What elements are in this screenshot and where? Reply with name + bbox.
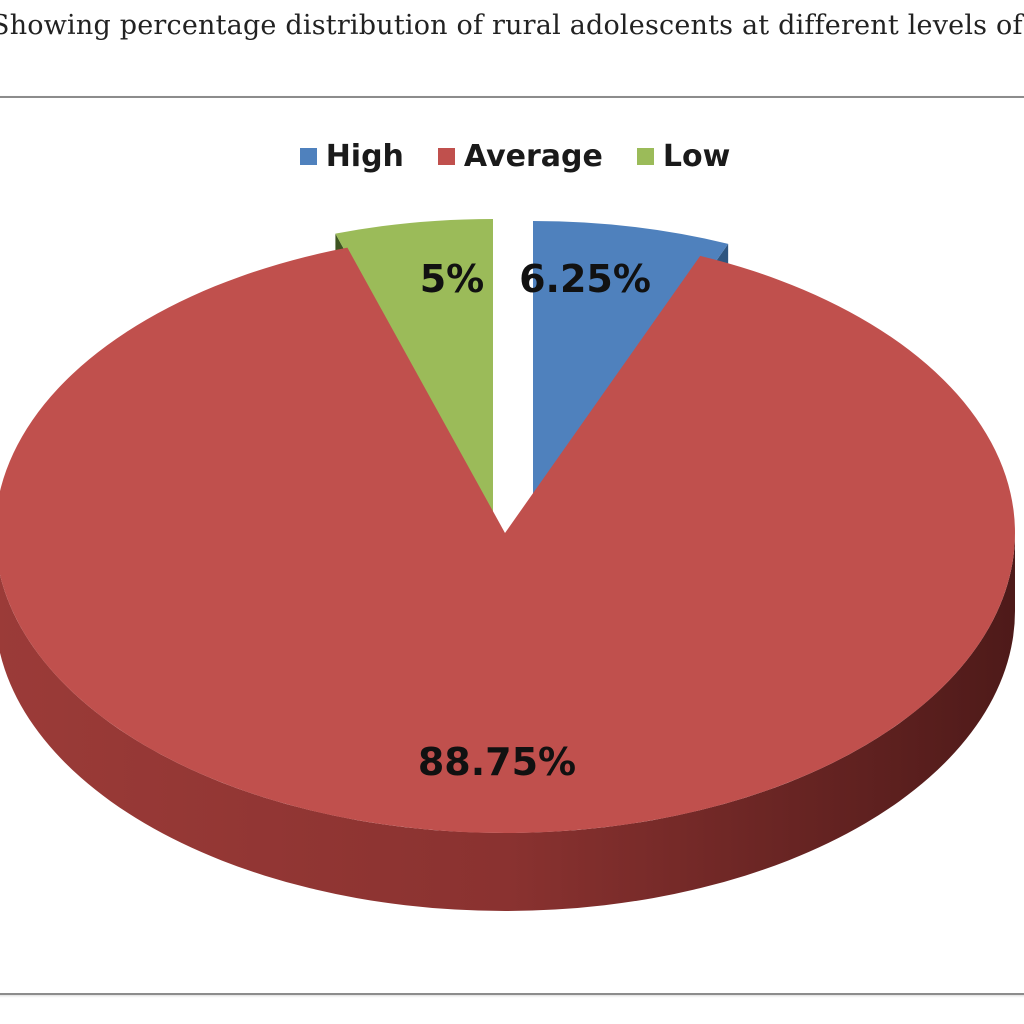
legend-swatch-high xyxy=(299,148,317,165)
data-label-average: 88.75% xyxy=(418,740,576,784)
legend-label-high: High xyxy=(325,139,404,174)
chart-frame xyxy=(0,96,1024,995)
slice-side-average xyxy=(0,533,1015,911)
data-label-low: 5% xyxy=(420,257,485,301)
pie-slices xyxy=(0,219,1015,911)
slice-labels: 6.25% 88.75% 5% xyxy=(418,257,651,784)
legend: High Average Low xyxy=(0,139,1024,174)
legend-item-high: High xyxy=(299,139,404,174)
slice-top-average xyxy=(0,247,1015,833)
legend-swatch-low xyxy=(636,148,654,165)
legend-item-average: Average xyxy=(437,139,603,174)
slice-average xyxy=(0,247,1015,911)
legend-label-average: Average xyxy=(463,139,603,174)
figure-caption: Showing percentage distribution of rural… xyxy=(0,10,1024,41)
legend-label-low: Low xyxy=(662,139,731,174)
data-label-high: 6.25% xyxy=(519,257,651,301)
legend-swatch-average xyxy=(437,148,455,165)
legend-item-low: Low xyxy=(636,139,731,174)
